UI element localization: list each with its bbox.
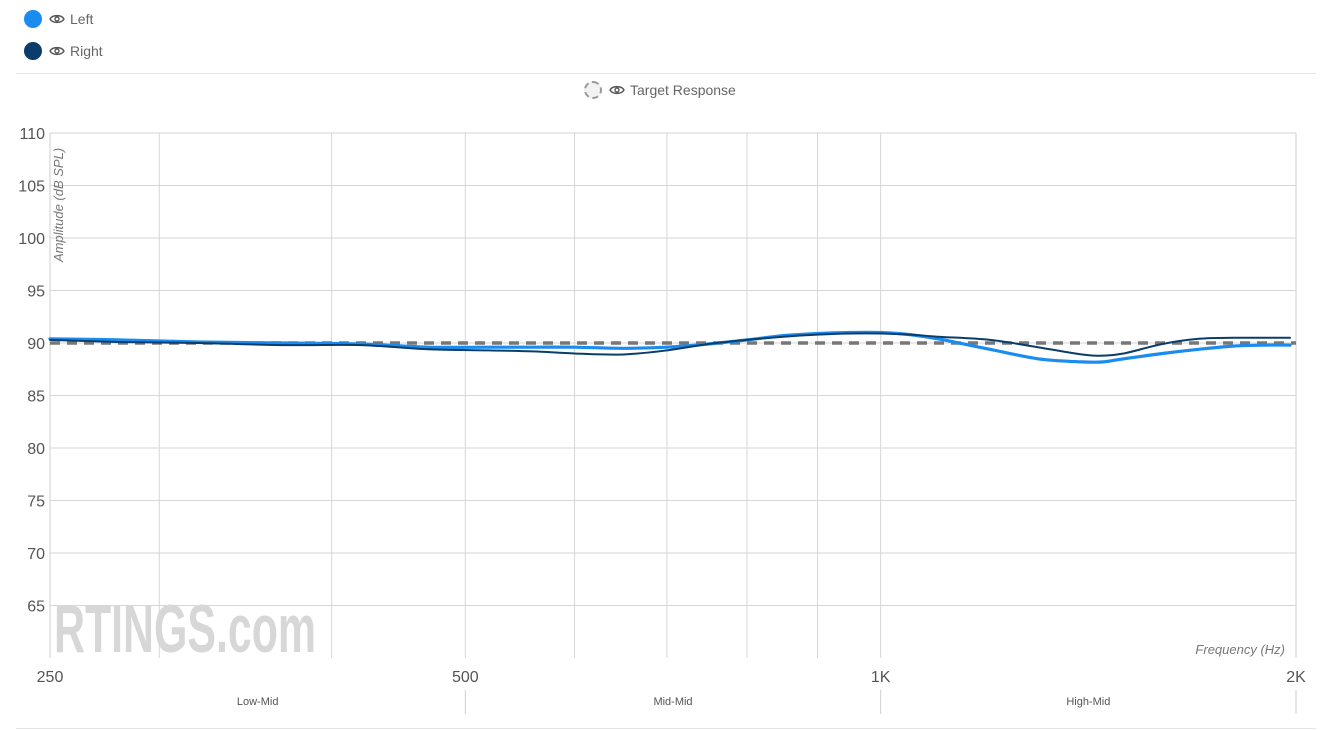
y-tick-label: 105 bbox=[18, 179, 45, 196]
legend-label-left: Left bbox=[70, 11, 94, 27]
y-tick-label: 80 bbox=[27, 441, 45, 458]
left-series-line bbox=[48, 330, 1292, 364]
legend-item-right[interactable]: Right bbox=[24, 40, 103, 62]
y-tick-label: 90 bbox=[27, 336, 45, 353]
eye-icon[interactable] bbox=[609, 84, 625, 96]
band-label: High-Mid bbox=[1066, 696, 1110, 708]
x-axis-label: Frequency (Hz) bbox=[1195, 642, 1285, 657]
right-series-line bbox=[49, 332, 1291, 357]
legend-label-target-response: Target Response bbox=[630, 82, 736, 98]
legend-item-target-response[interactable]: Target Response bbox=[584, 79, 736, 101]
band-label: Mid-Mid bbox=[653, 696, 692, 708]
x-tick-label: 1K bbox=[871, 669, 891, 686]
y-tick-label: 85 bbox=[27, 389, 45, 406]
x-tick-label: 500 bbox=[452, 669, 479, 686]
y-axis-label: Amplitude (dB SPL) bbox=[51, 148, 66, 263]
band-label: Low-Mid bbox=[237, 696, 279, 708]
eye-icon[interactable] bbox=[49, 45, 65, 57]
right-series-swatch bbox=[24, 42, 42, 60]
bottom-divider bbox=[16, 728, 1316, 729]
eye-icon[interactable] bbox=[49, 13, 65, 25]
rtings-watermark: RTINGS.com bbox=[54, 591, 316, 667]
y-tick-label: 110 bbox=[19, 126, 45, 143]
y-tick-label: 75 bbox=[27, 494, 45, 511]
left-series-swatch bbox=[24, 10, 42, 28]
x-tick-label: 250 bbox=[37, 669, 64, 686]
y-tick-label: 100 bbox=[18, 231, 45, 248]
x-tick-label: 2K bbox=[1286, 669, 1306, 686]
y-tick-label: 65 bbox=[27, 599, 45, 616]
legend-label-right: Right bbox=[70, 43, 103, 59]
legend-divider bbox=[16, 73, 1316, 74]
y-tick-label: 95 bbox=[27, 284, 45, 301]
target-response-swatch bbox=[584, 81, 602, 99]
y-tick-label: 70 bbox=[27, 546, 45, 563]
legend-item-left[interactable]: Left bbox=[24, 8, 93, 30]
